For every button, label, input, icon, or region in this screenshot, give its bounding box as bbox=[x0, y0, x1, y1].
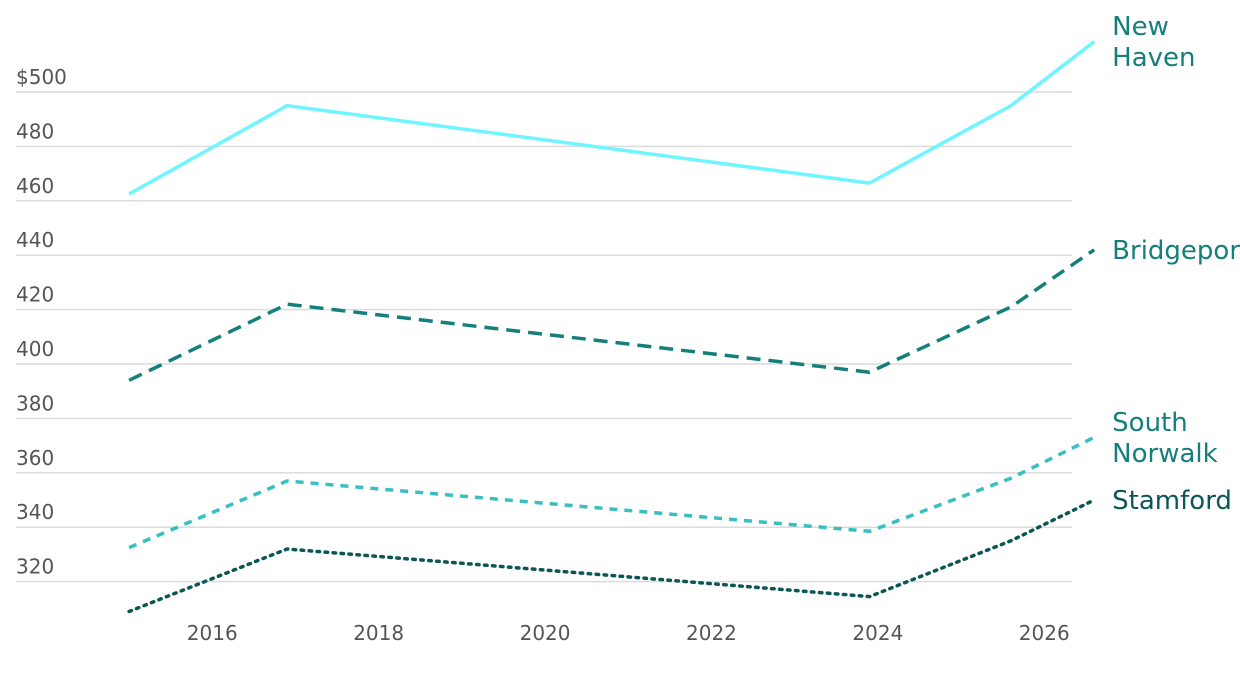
y-tick-label: 440 bbox=[16, 228, 54, 252]
x-tick-label: 2020 bbox=[520, 621, 571, 645]
x-tick-label: 2018 bbox=[353, 621, 404, 645]
series-label: South bbox=[1112, 408, 1188, 438]
series-label: Haven bbox=[1112, 43, 1195, 73]
x-tick-label: 2024 bbox=[852, 621, 903, 645]
series-line-new-haven bbox=[128, 40, 1096, 196]
y-tick-label: 380 bbox=[16, 391, 54, 415]
x-tick-label: 2026 bbox=[1019, 621, 1070, 645]
gridlines bbox=[16, 91, 1072, 583]
y-tick-label: 460 bbox=[16, 174, 54, 198]
series-label: New bbox=[1112, 12, 1169, 42]
series-line-bridgeport bbox=[128, 248, 1096, 382]
series-line-south-norwalk bbox=[128, 435, 1095, 550]
series-label: Stamford bbox=[1112, 486, 1232, 516]
series-lines bbox=[127, 40, 1096, 614]
series-label: Bridgeport bbox=[1112, 236, 1240, 266]
y-tick-label: 340 bbox=[16, 500, 54, 524]
series-line-stamford bbox=[127, 498, 1096, 614]
y-tick-label: 320 bbox=[16, 555, 54, 579]
x-axis: 2016 2018 2020 2022 2024 2026 bbox=[187, 621, 1070, 645]
x-tick-label: 2022 bbox=[686, 621, 737, 645]
y-tick-label: 420 bbox=[16, 283, 54, 307]
series-label: Norwalk bbox=[1112, 439, 1218, 469]
y-tick-label: $500 bbox=[16, 65, 67, 89]
x-tick-label: 2016 bbox=[187, 621, 238, 645]
y-tick-label: 400 bbox=[16, 337, 54, 361]
y-tick-label: 480 bbox=[16, 119, 54, 143]
y-axis: 320 340 360 380 400 420 440 460 480 $500 bbox=[16, 65, 67, 579]
y-tick-label: 360 bbox=[16, 446, 54, 470]
